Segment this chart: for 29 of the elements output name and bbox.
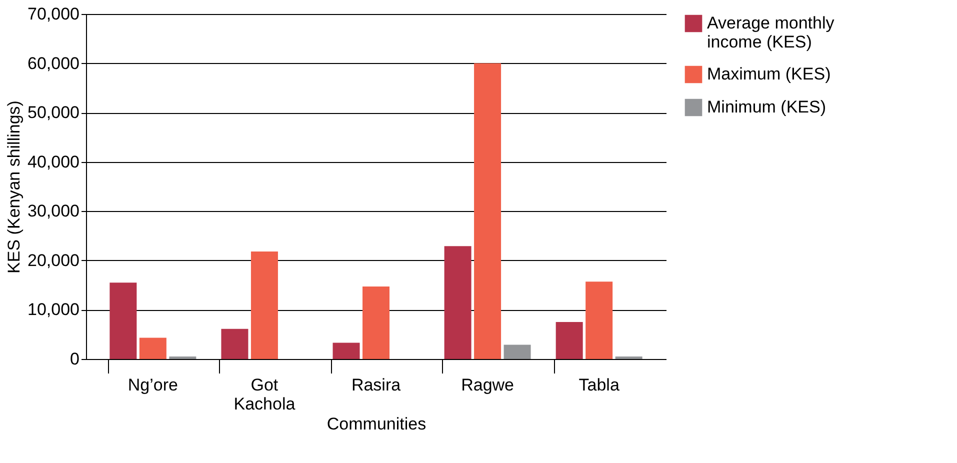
x-tick-label: Got Kachola bbox=[234, 376, 296, 414]
bar bbox=[556, 322, 583, 359]
y-tick-label: 20,000 bbox=[28, 250, 80, 270]
bar bbox=[362, 286, 390, 359]
legend-label: Maximum (KES) bbox=[707, 64, 831, 84]
bar bbox=[110, 282, 137, 359]
y-tick-label: 0 bbox=[70, 350, 80, 368]
bar bbox=[221, 328, 248, 359]
y-tick-label: 50,000 bbox=[28, 103, 80, 122]
y-tick-label: 60,000 bbox=[28, 54, 80, 73]
bar bbox=[139, 338, 166, 359]
bar bbox=[444, 246, 472, 359]
legend-label: Minimum (KES) bbox=[707, 98, 826, 116]
bar bbox=[586, 282, 613, 359]
bar bbox=[504, 344, 531, 359]
y-tick-label: 10,000 bbox=[28, 300, 80, 320]
x-tick-label: Ng’ore bbox=[128, 376, 178, 394]
y-tick-label: 40,000 bbox=[28, 152, 80, 172]
bar bbox=[332, 342, 360, 359]
y-axis-title: KES (Kenyan shillings) bbox=[4, 100, 24, 274]
x-tick-label: Tabla bbox=[578, 376, 620, 394]
x-tick-label: Rasira bbox=[351, 376, 402, 394]
x-tick-label: Ragwe bbox=[461, 376, 514, 394]
x-axis-title: Communities bbox=[326, 414, 426, 434]
legend-label: Average monthly income (KES) bbox=[707, 14, 835, 52]
bar bbox=[250, 252, 278, 359]
y-tick-label: 30,000 bbox=[28, 202, 80, 221]
bar bbox=[474, 63, 502, 359]
y-tick-label: 70,000 bbox=[28, 4, 80, 24]
